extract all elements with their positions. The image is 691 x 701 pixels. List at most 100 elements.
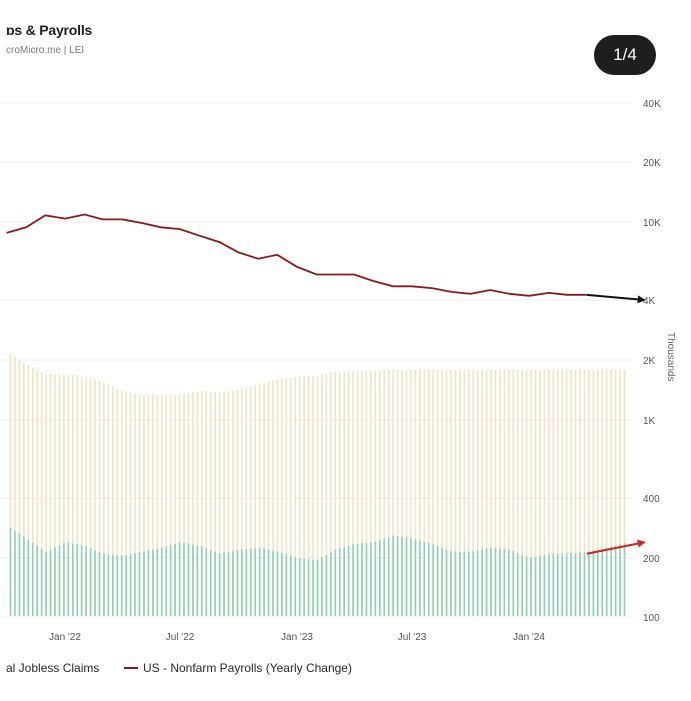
- initial-claims-bar: [525, 556, 528, 616]
- continuing-claims-bar: [134, 393, 136, 616]
- initial-claims-bar: [325, 554, 328, 616]
- continuing-claims-bar: [254, 384, 257, 616]
- continuing-claims-bar: [294, 376, 297, 616]
- initial-claims-bar: [476, 550, 479, 616]
- continuing-claims-bar: [503, 369, 506, 616]
- initial-claims-bar: [454, 551, 457, 616]
- initial-claims-bar: [485, 548, 488, 616]
- initial-claims-bar: [445, 549, 448, 616]
- continuing-claims-bar: [40, 371, 43, 616]
- y-tick-label: 400: [643, 494, 660, 505]
- initial-claims-bar: [272, 550, 274, 616]
- initial-claims-bar: [347, 545, 350, 616]
- initial-claims-bar: [499, 548, 501, 616]
- continuing-claims-bar: [467, 369, 470, 616]
- continuing-claims-bar: [383, 370, 386, 616]
- continuing-claims-bar: [214, 391, 216, 616]
- initial-claims-bar: [138, 552, 141, 616]
- continuing-claims-bar: [209, 391, 212, 616]
- continuing-claims-bar: [45, 374, 47, 616]
- x-tick-label: Jan '22: [49, 632, 81, 643]
- initial-claims-bar: [427, 543, 430, 616]
- continuing-claims-bar: [89, 378, 92, 616]
- continuing-claims-bar: [263, 382, 265, 616]
- initial-claims-bar: [343, 547, 345, 616]
- initial-claims-bar: [58, 545, 61, 616]
- continuing-claims-bar: [31, 367, 34, 616]
- chart-title: ɒs & Payrolls: [6, 22, 93, 38]
- initial-claims-bars: [9, 527, 626, 616]
- legend-item-payrolls[interactable]: US - Nonfarm Payrolls (Yearly Change): [124, 661, 352, 675]
- initial-claims-bar: [552, 553, 555, 616]
- continuing-claims-bar: [67, 374, 70, 616]
- continuing-claims-bar: [597, 369, 599, 616]
- page-indicator-badge[interactable]: 1/4: [594, 35, 656, 75]
- continuing-claims-bar: [459, 369, 461, 616]
- initial-claims-bar: [218, 553, 221, 616]
- continuing-claims-bar: [80, 376, 83, 616]
- initial-claims-bar: [112, 554, 114, 616]
- continuing-claims-bar: [312, 375, 314, 616]
- initial-claims-bar: [236, 550, 239, 616]
- y-tick-label: 100: [643, 613, 660, 624]
- continuing-claims-bar: [63, 374, 65, 616]
- continuing-claims-bar: [174, 394, 176, 616]
- initial-claims-bar: [298, 558, 301, 616]
- continuing-claims-bar: [160, 395, 163, 616]
- initial-claims-bar: [303, 558, 305, 616]
- initial-claims-bar: [192, 544, 194, 616]
- initial-claims-bar: [241, 549, 243, 616]
- initial-claims-bar: [601, 548, 604, 616]
- continuing-claims-bar: [112, 386, 114, 616]
- continuing-claims-bar: [476, 369, 479, 616]
- continuing-claims-bar: [258, 383, 261, 616]
- y-tick-label: 10K: [643, 218, 661, 229]
- initial-claims-bar: [316, 560, 319, 616]
- initial-claims-bar: [54, 547, 56, 616]
- y-tick-label: 40K: [643, 99, 661, 110]
- initial-claims-bar: [116, 555, 119, 616]
- payrolls-trend-arrow: [586, 293, 646, 304]
- continuing-claims-bar: [178, 394, 181, 616]
- x-tick-label: Jan '24: [513, 632, 545, 643]
- initial-claims-bar: [467, 551, 470, 616]
- legend-label-payrolls: US - Nonfarm Payrolls (Yearly Change): [143, 661, 352, 675]
- initial-claims-bar: [423, 541, 426, 616]
- continuing-claims-bar: [534, 369, 537, 616]
- continuing-claims-bar: [445, 369, 448, 616]
- continuing-claims-bar: [378, 370, 381, 616]
- initial-claims-bar: [94, 550, 96, 616]
- continuing-claims-bar: [432, 369, 434, 616]
- continuing-claims-bar: [267, 381, 270, 616]
- continuing-claims-bar: [619, 369, 621, 616]
- legend-swatch-payrolls: [124, 666, 138, 669]
- initial-claims-bar: [45, 551, 47, 616]
- continuing-claims-bar: [334, 372, 337, 616]
- continuing-claims-bar: [18, 359, 21, 616]
- annotation-arrows: [586, 293, 646, 555]
- x-tick-label: Jul '23: [398, 632, 427, 643]
- continuing-claims-bar: [290, 377, 292, 616]
- continuing-claims-bar: [241, 388, 243, 616]
- continuing-claims-bar: [623, 369, 626, 616]
- continuing-claims-bar: [512, 369, 515, 616]
- initial-claims-bar: [548, 553, 550, 616]
- initial-claims-bar: [490, 547, 492, 616]
- continuing-claims-bar: [530, 369, 532, 616]
- initial-claims-bar: [414, 539, 417, 616]
- continuing-claims-bar: [574, 369, 577, 616]
- legend-item-jobless-claims[interactable]: al Jobless Claims: [6, 661, 99, 675]
- chart-source: croMicro.me | LEI: [6, 45, 85, 56]
- initial-claims-bar: [338, 548, 341, 616]
- initial-claims-bar: [383, 538, 386, 616]
- initial-claims-bar: [281, 552, 283, 616]
- continuing-claims-bar: [419, 369, 421, 616]
- continuing-claims-bar: [147, 394, 150, 616]
- continuing-claims-bar: [14, 356, 16, 616]
- initial-claims-bar: [321, 557, 323, 616]
- initial-claims-bar: [201, 546, 203, 616]
- x-tick-label: Jan '23: [281, 632, 313, 643]
- continuing-claims-bar: [410, 369, 412, 616]
- y-tick-label: 200: [643, 554, 660, 565]
- initial-claims-bar: [396, 535, 399, 616]
